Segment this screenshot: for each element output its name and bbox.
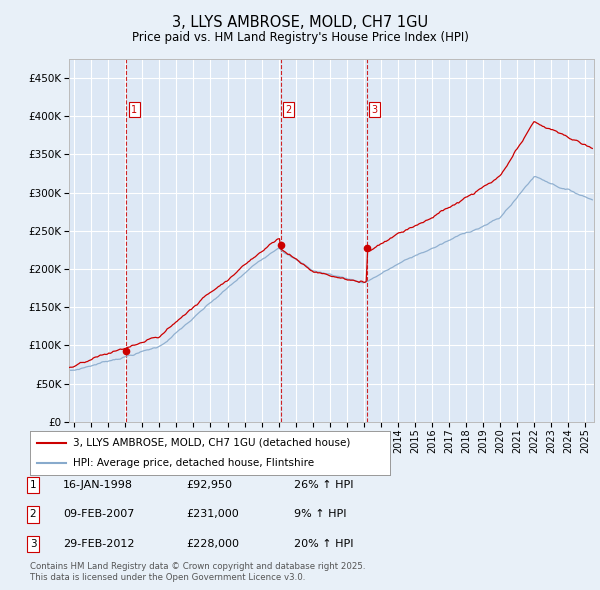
Text: £231,000: £231,000 <box>186 510 239 519</box>
Text: 26% ↑ HPI: 26% ↑ HPI <box>294 480 353 490</box>
Text: 2: 2 <box>29 510 37 519</box>
Text: 2: 2 <box>286 105 292 115</box>
Text: £228,000: £228,000 <box>186 539 239 549</box>
Text: This data is licensed under the Open Government Licence v3.0.: This data is licensed under the Open Gov… <box>30 573 305 582</box>
Text: 3: 3 <box>372 105 378 115</box>
Text: 1: 1 <box>131 105 137 115</box>
Text: 9% ↑ HPI: 9% ↑ HPI <box>294 510 347 519</box>
Text: 3: 3 <box>29 539 37 549</box>
Text: 3, LLYS AMBROSE, MOLD, CH7 1GU: 3, LLYS AMBROSE, MOLD, CH7 1GU <box>172 15 428 30</box>
Text: Price paid vs. HM Land Registry's House Price Index (HPI): Price paid vs. HM Land Registry's House … <box>131 31 469 44</box>
Text: 29-FEB-2012: 29-FEB-2012 <box>63 539 134 549</box>
Text: Contains HM Land Registry data © Crown copyright and database right 2025.: Contains HM Land Registry data © Crown c… <box>30 562 365 571</box>
Text: HPI: Average price, detached house, Flintshire: HPI: Average price, detached house, Flin… <box>73 458 314 468</box>
Text: 16-JAN-1998: 16-JAN-1998 <box>63 480 133 490</box>
Text: £92,950: £92,950 <box>186 480 232 490</box>
Text: 09-FEB-2007: 09-FEB-2007 <box>63 510 134 519</box>
Text: 3, LLYS AMBROSE, MOLD, CH7 1GU (detached house): 3, LLYS AMBROSE, MOLD, CH7 1GU (detached… <box>73 438 350 448</box>
Text: 1: 1 <box>29 480 37 490</box>
Text: 20% ↑ HPI: 20% ↑ HPI <box>294 539 353 549</box>
